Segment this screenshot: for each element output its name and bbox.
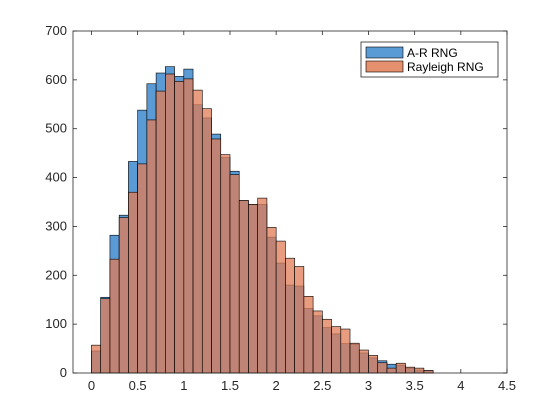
bar-rayleigh-rng (109, 258, 120, 374)
bar-rayleigh-rng (248, 204, 258, 374)
bar-rayleigh-rng (146, 119, 157, 374)
bar-rayleigh-rng (91, 344, 102, 374)
bar-rayleigh-rng (414, 367, 425, 374)
y-tick-label: 500 (45, 121, 67, 136)
y-tick-label: 600 (45, 72, 67, 87)
axes-box (72, 30, 508, 374)
bar-rayleigh-rng (100, 298, 111, 374)
x-tick-label: 4 (457, 378, 464, 393)
bar-rayleigh-rng (201, 108, 212, 374)
y-tick-label: 0 (60, 365, 67, 380)
y-tick-label: 700 (45, 23, 67, 38)
bar-rayleigh-rng (174, 81, 185, 374)
bar-rayleigh-rng (303, 295, 314, 374)
bar-rayleigh-rng (331, 326, 342, 374)
bar-rayleigh-rng (386, 367, 397, 374)
bar-rayleigh-rng (229, 174, 240, 374)
y-axis-ticks: 0 100 200 300 400 500 600 700 (45, 23, 507, 380)
bar-rayleigh-rng (377, 362, 388, 374)
bar-rayleigh-rng (340, 328, 351, 374)
x-tick-label: 1.5 (221, 378, 239, 393)
legend-swatch (365, 46, 404, 59)
bar-rayleigh-rng (312, 310, 323, 374)
x-tick-label: 0.5 (129, 378, 147, 393)
x-tick-label: 2 (273, 378, 280, 393)
bar-rayleigh-rng (275, 240, 286, 374)
x-tick-label: 2.5 (313, 378, 331, 393)
bar-rayleigh-rng (220, 154, 231, 374)
x-tick-label: 3.5 (406, 378, 424, 393)
bar-rayleigh-rng (211, 138, 222, 374)
bar-rayleigh-rng (405, 366, 415, 374)
bar-rayleigh-rng (322, 318, 332, 374)
legend-swatch (365, 60, 404, 73)
series-rayleigh-rng-bars (91, 73, 434, 374)
bar-rayleigh-rng (285, 257, 295, 374)
y-tick-label: 100 (45, 316, 67, 331)
bar-rayleigh-rng (368, 355, 379, 374)
legend-label: A-R RNG (407, 46, 458, 60)
y-tick-label: 300 (45, 218, 67, 233)
axes (72, 30, 508, 374)
bar-rayleigh-rng (395, 362, 406, 374)
x-tick-label: 4.5 (498, 378, 516, 393)
bar-rayleigh-rng (238, 200, 249, 374)
bar-rayleigh-rng (137, 163, 148, 374)
y-tick-label: 200 (45, 267, 67, 282)
bar-rayleigh-rng (294, 266, 305, 374)
bar-rayleigh-rng (358, 349, 369, 374)
x-tick-label: 3 (365, 378, 372, 393)
x-tick-label: 0 (88, 378, 95, 393)
x-axis-ticks: 0 0.5 1 1.5 2 2.5 3 3.5 4 4.5 (88, 31, 516, 393)
legend-label: Rayleigh RNG (407, 60, 484, 74)
bar-rayleigh-rng (192, 89, 203, 374)
x-tick-label: 1 (180, 378, 187, 393)
bar-rayleigh-rng (118, 217, 129, 374)
bar-rayleigh-rng (165, 73, 175, 374)
bar-rayleigh-rng (257, 197, 268, 374)
bar-rayleigh-rng (128, 191, 138, 374)
bar-rayleigh-rng (266, 227, 277, 374)
y-tick-label: 400 (45, 170, 67, 185)
bar-rayleigh-rng (349, 342, 360, 374)
bar-rayleigh-rng (155, 90, 166, 374)
bar-rayleigh-rng (183, 78, 194, 374)
